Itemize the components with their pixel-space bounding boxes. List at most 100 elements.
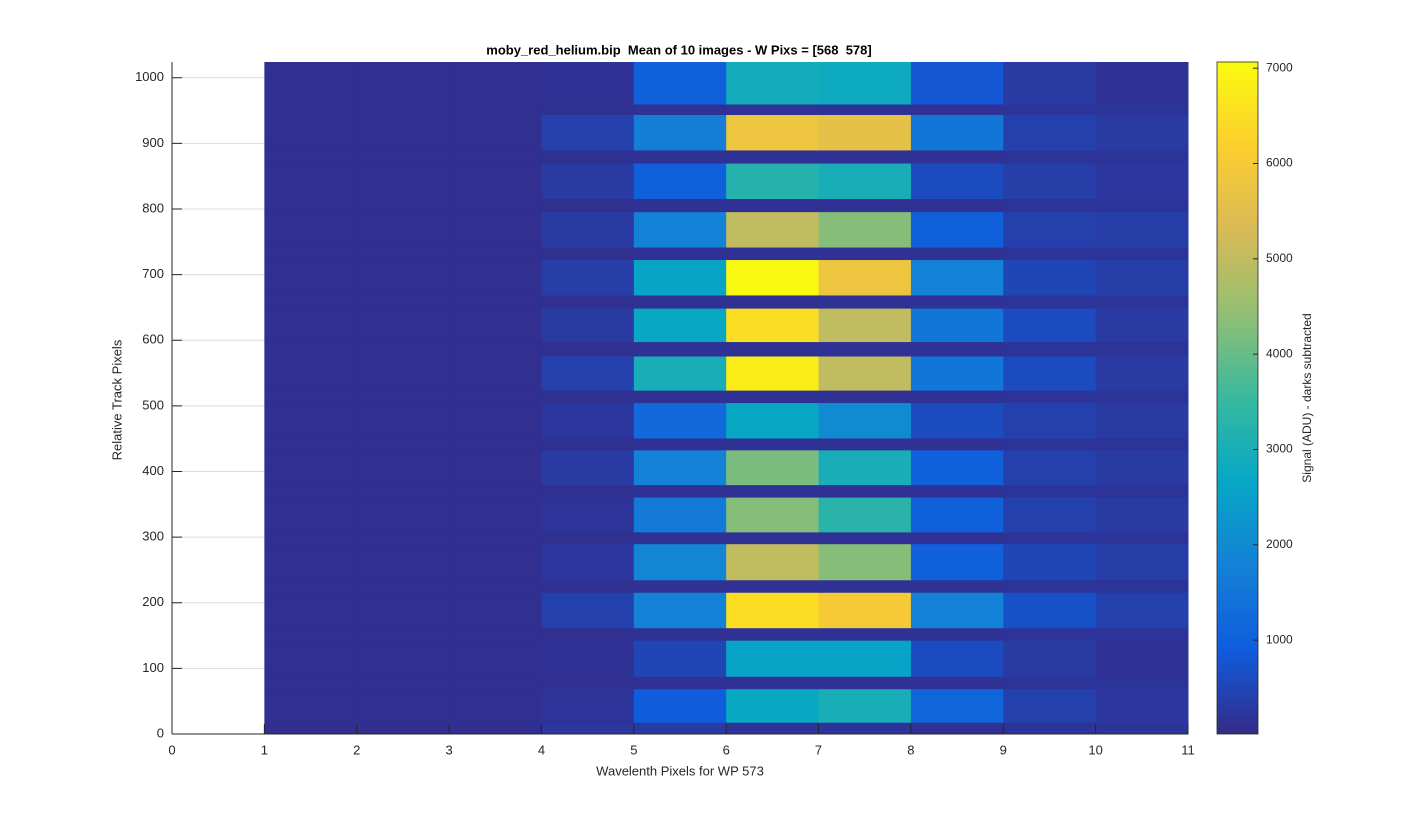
heatmap-cell [726, 688, 820, 723]
heatmap-cell [541, 259, 635, 296]
heatmap-cell [449, 592, 542, 629]
x-tick-label: 6 [723, 742, 730, 757]
heatmap-cell [1003, 149, 1097, 164]
heatmap-cell [356, 259, 450, 296]
heatmap-cell [910, 341, 1004, 357]
heatmap-cell [633, 198, 727, 213]
heatmap-cell [1003, 531, 1097, 545]
heatmap-cell [264, 308, 358, 343]
heatmap-cell [449, 114, 542, 151]
heatmap-cell [264, 104, 358, 115]
heatmap-cell [818, 163, 912, 199]
heatmap-cell [541, 640, 635, 677]
heatmap-cell [1003, 104, 1097, 115]
colorbar-label: Signal (ADU) - darks subtracted [1300, 313, 1314, 482]
heatmap-cell [356, 308, 450, 343]
heatmap-cell [541, 627, 635, 641]
y-tick-label: 300 [142, 529, 164, 544]
heatmap-cell [910, 211, 1004, 248]
heatmap-cell [356, 341, 450, 357]
heatmap-cell [1095, 341, 1189, 357]
x-tick-label: 8 [907, 742, 914, 757]
heatmap-cell [356, 722, 450, 735]
heatmap-cell [449, 294, 542, 309]
heatmap-cell [356, 198, 450, 213]
heatmap-cell [356, 114, 450, 151]
heatmap-cell [1003, 247, 1097, 261]
heatmap-cell [633, 114, 727, 151]
heatmap-cell [356, 543, 450, 581]
heatmap-cell [633, 402, 727, 439]
heatmap-cell [1003, 449, 1097, 486]
x-tick-label: 9 [1000, 742, 1007, 757]
heatmap-cell [264, 531, 358, 545]
heatmap-cell [910, 722, 1004, 735]
heatmap-cell [541, 722, 635, 735]
heatmap-cell [910, 259, 1004, 296]
heatmap-cell [449, 688, 542, 723]
heatmap-cell [633, 247, 727, 261]
heatmap-cell [356, 163, 450, 199]
heatmap-cell [449, 390, 542, 404]
heatmap-cell [449, 259, 542, 296]
heatmap-cell [541, 484, 635, 498]
heatmap-cell [541, 543, 635, 581]
heatmap-cell [1003, 211, 1097, 248]
heatmap-cell [818, 579, 912, 593]
heatmap-cell [1095, 543, 1189, 581]
heatmap-cell [1003, 114, 1097, 151]
heatmap-cell [910, 149, 1004, 164]
heatmap-cell [264, 402, 358, 439]
heatmap-cell [1003, 163, 1097, 199]
heatmap-cell [726, 308, 820, 343]
heatmap-cell [910, 676, 1004, 690]
heatmap-cell [449, 104, 542, 115]
heatmap-cell [356, 247, 450, 261]
heatmap-cell [356, 104, 450, 115]
heatmap-cell [910, 627, 1004, 641]
heatmap-cell [264, 722, 358, 735]
heatmap-cell [1095, 356, 1189, 391]
heatmap-cell [910, 543, 1004, 581]
heatmap-cell [910, 531, 1004, 545]
heatmap-cell [449, 149, 542, 164]
heatmap-cell [1095, 259, 1189, 296]
heatmap-cell [356, 640, 450, 677]
heatmap-cell [541, 149, 635, 164]
heatmap-cell [910, 484, 1004, 498]
heatmap-cell [633, 688, 727, 723]
heatmap-cell [449, 62, 542, 105]
heatmap-cell [633, 211, 727, 248]
heatmap-cell [1095, 497, 1189, 533]
heatmap-cell [633, 640, 727, 677]
heatmap-cell [264, 211, 358, 248]
heatmap-cell [1003, 640, 1097, 677]
heatmap-cell [449, 627, 542, 641]
heatmap-cell [264, 356, 358, 391]
heatmap-cell [541, 676, 635, 690]
heatmap-cell [910, 640, 1004, 677]
heatmap-cell [910, 163, 1004, 199]
heatmap-cell [264, 676, 358, 690]
heatmap-cell [1095, 149, 1189, 164]
heatmap-cell [726, 579, 820, 593]
heatmap-cell [1003, 402, 1097, 439]
heatmap-cell [1003, 484, 1097, 498]
colorbar-tick-label: 7000 [1266, 60, 1293, 74]
heatmap-cell [449, 308, 542, 343]
heatmap-cell [633, 531, 727, 545]
heatmap-cell [449, 543, 542, 581]
heatmap-cell [1095, 62, 1189, 105]
heatmap-cell [264, 198, 358, 213]
x-tick-label: 11 [1181, 742, 1195, 757]
heatmap-cell [726, 247, 820, 261]
heatmap-cell [818, 356, 912, 391]
heatmap-cell [1095, 402, 1189, 439]
heatmap-cell [264, 259, 358, 296]
heatmap-cell [818, 390, 912, 404]
chart-title: moby_red_helium.bip Mean of 10 images - … [486, 42, 871, 57]
y-tick-label: 800 [142, 200, 164, 215]
heatmap-cell [449, 341, 542, 357]
heatmap-cell [1095, 198, 1189, 213]
heatmap-cell [264, 163, 358, 199]
